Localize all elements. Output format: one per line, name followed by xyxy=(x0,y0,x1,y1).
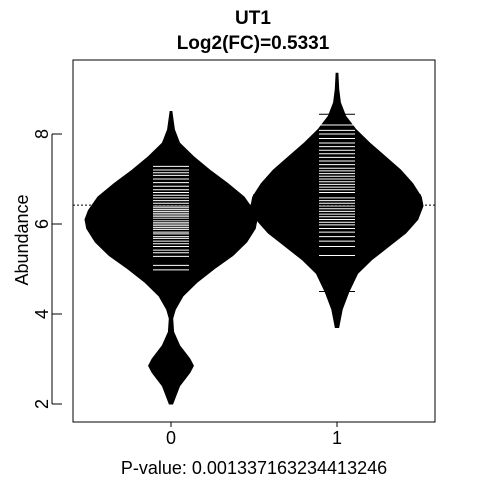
x-tick-label-0: 0 xyxy=(166,428,176,448)
chart-title: UT1 xyxy=(235,8,271,29)
x-axis-label: P-value: 0.00133716323441​3246 xyxy=(121,458,387,478)
x-tick-label-1: 1 xyxy=(332,428,342,448)
y-tick-label-6: 6 xyxy=(32,219,52,229)
y-axis: 2 4 6 8 xyxy=(32,129,62,409)
y-tick-label-4: 4 xyxy=(32,309,52,319)
y-tick-label-2: 2 xyxy=(32,399,52,409)
bean-0-shape xyxy=(84,111,258,405)
plot-frame xyxy=(72,59,436,423)
beans-layer xyxy=(84,72,424,405)
y-tick-label-8: 8 xyxy=(32,129,52,139)
y-axis-label: Abundance xyxy=(12,194,32,285)
chart-subtitle: Log2(FC)=0.5331 xyxy=(177,33,330,54)
